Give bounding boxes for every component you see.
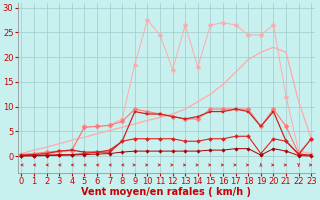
X-axis label: Vent moyen/en rafales ( km/h ): Vent moyen/en rafales ( km/h ) — [81, 187, 251, 197]
